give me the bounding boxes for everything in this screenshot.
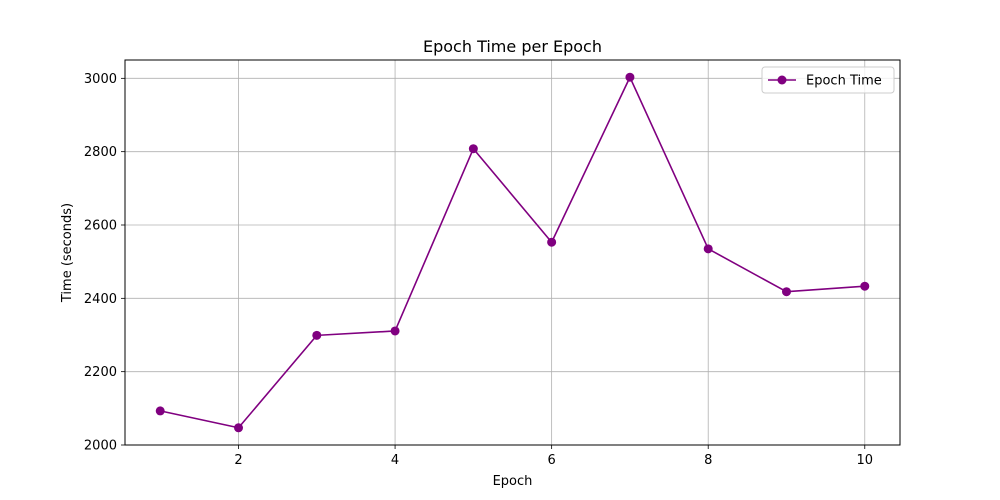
y-tick-label: 3000 bbox=[84, 72, 117, 87]
x-axis-label: Epoch bbox=[493, 474, 533, 489]
chart-title: Epoch Time per Epoch bbox=[423, 37, 602, 56]
legend-box bbox=[761, 66, 895, 94]
series-layer bbox=[155, 72, 870, 433]
data-point-marker bbox=[547, 237, 557, 247]
legend: Epoch Time bbox=[761, 66, 895, 94]
x-tick-label: 4 bbox=[391, 453, 399, 468]
data-point-marker bbox=[155, 406, 165, 416]
x-axis-ticks: 2 4 6 8 10 bbox=[234, 445, 873, 468]
x-tick-label: 2 bbox=[234, 453, 242, 468]
x-tick-label: 8 bbox=[704, 453, 712, 468]
y-tick-label: 2200 bbox=[84, 365, 117, 380]
y-axis-label: Time (seconds) bbox=[60, 203, 75, 303]
data-point-marker bbox=[468, 144, 478, 154]
series-line bbox=[160, 76, 865, 429]
x-tick-label: 6 bbox=[548, 453, 556, 468]
y-tick-label: 2400 bbox=[84, 292, 117, 307]
x-tick-label: 10 bbox=[856, 453, 873, 468]
y-tick-label: 2600 bbox=[84, 219, 117, 234]
data-point-marker bbox=[312, 330, 322, 340]
data-point-marker bbox=[390, 326, 400, 336]
data-point-marker bbox=[703, 244, 713, 254]
y-tick-label: 2800 bbox=[84, 145, 117, 160]
data-point-marker bbox=[625, 72, 635, 82]
data-point-marker bbox=[234, 423, 244, 433]
plot-area-frame bbox=[124, 59, 901, 446]
legend-entry-label: Epoch Time bbox=[806, 74, 882, 89]
y-axis-ticks: 2000 2200 2400 2600 2800 3000 bbox=[84, 72, 125, 454]
legend-marker-swatch bbox=[777, 75, 787, 85]
data-point-marker bbox=[860, 281, 870, 291]
data-point-marker bbox=[781, 287, 791, 297]
y-tick-label: 2000 bbox=[84, 439, 117, 454]
